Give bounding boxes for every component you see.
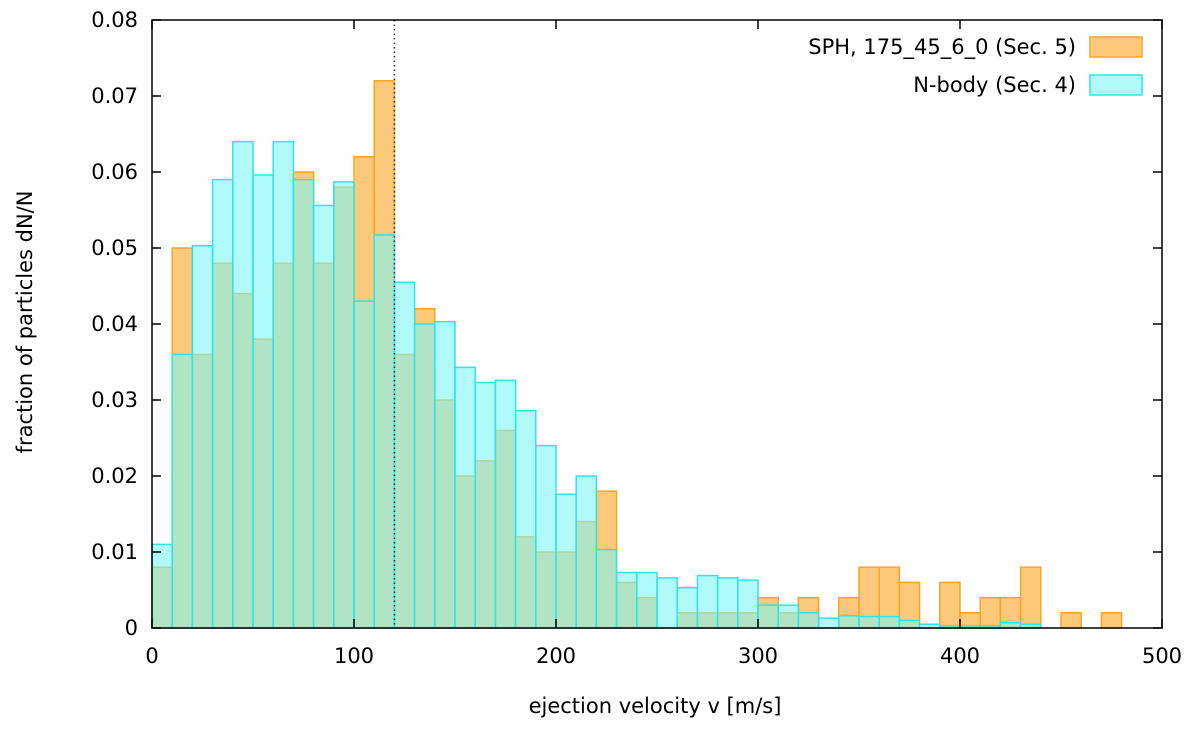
- bar-series-1-bin-37: [898, 619, 921, 629]
- y-tick-label-8: 0.08: [91, 8, 138, 32]
- bar-series-1-bin-27: [696, 574, 719, 629]
- bar-series-1-bin-3: [211, 178, 234, 629]
- bar-series-1-bin-33: [817, 617, 840, 629]
- bar-series-0-bin-41: [979, 596, 1002, 629]
- y-tick-label-5: 0.05: [91, 236, 138, 260]
- bar-series-1-bin-30: [757, 604, 779, 629]
- x-tick-label-2: 200: [536, 644, 576, 668]
- bar-series-1-bin-22: [595, 548, 618, 629]
- bar-series-0-bin-45: [1060, 612, 1082, 629]
- bar-series-1-bin-12: [393, 281, 416, 629]
- y-tick-label-4: 0.04: [91, 312, 138, 336]
- legend: SPH, 175_45_6_0 (Sec. 5) N-body (Sec. 4): [808, 35, 1143, 97]
- bar-series-1-bin-6: [272, 140, 295, 629]
- x-tick-label-3: 300: [738, 644, 778, 668]
- legend-label-0: SPH, 175_45_6_0 (Sec. 5): [808, 35, 1076, 60]
- bar-series-1-bin-29: [737, 579, 759, 629]
- bar-series-1-bin-25: [656, 577, 678, 629]
- bar-series-1-bin-0: [151, 543, 173, 629]
- legend-label-1: N-body (Sec. 4): [913, 73, 1076, 97]
- bar-series-1-bin-2: [191, 244, 214, 629]
- x-tick-label-0: 0: [145, 644, 158, 668]
- y-tick-label-0: 0: [125, 616, 138, 640]
- bar-series-1-bin-24: [636, 571, 658, 629]
- bars-layer: [151, 80, 1123, 629]
- y-tick-label-1: 0.01: [91, 540, 138, 564]
- bar-series-1-bin-1: [171, 353, 194, 629]
- y-tick-label-3: 0.03: [91, 388, 138, 412]
- x-tick-label-1: 100: [334, 644, 374, 668]
- bar-series-1-bin-21: [575, 475, 598, 629]
- bar-series-1-bin-18: [514, 409, 537, 629]
- bar-series-1-bin-34: [838, 615, 860, 629]
- series-1-bars: [151, 140, 1042, 629]
- bar-series-1-bin-36: [878, 615, 901, 629]
- bar-series-0-bin-47: [1100, 612, 1123, 629]
- bar-series-1-bin-32: [797, 612, 820, 629]
- bar-series-1-bin-13: [413, 323, 436, 629]
- bar-series-1-bin-9: [333, 181, 355, 629]
- y-tick-label-6: 0.06: [91, 160, 138, 184]
- x-tick-label-5: 500: [1142, 644, 1182, 668]
- bar-series-1-bin-7: [292, 178, 315, 629]
- ticks-layer: 0 100 200 300 400 500 0 0.01 0.02 0.03 0.04 0.05 0.0…: [91, 8, 1182, 668]
- bar-series-1-bin-10: [353, 300, 375, 629]
- bar-series-1-bin-5: [252, 174, 274, 629]
- bar-series-1-bin-11: [373, 234, 396, 629]
- bar-series-1-bin-19: [535, 444, 557, 629]
- bar-series-1-bin-14: [434, 320, 456, 629]
- x-axis-label: ejection velocity v [m/s]: [529, 694, 782, 718]
- bar-series-1-bin-4: [232, 140, 254, 629]
- y-axis-label: fraction of particles dN/N: [13, 191, 37, 454]
- bar-series-1-bin-35: [858, 615, 880, 629]
- legend-swatch-1: [1089, 74, 1143, 96]
- bar-series-1-bin-42: [999, 621, 1022, 629]
- bar-series-1-bin-23: [615, 571, 638, 629]
- bar-series-1-bin-15: [454, 366, 476, 629]
- y-tick-label-2: 0.02: [91, 464, 138, 488]
- bar-series-1-bin-16: [474, 381, 497, 629]
- bar-series-1-bin-31: [777, 604, 800, 629]
- bar-series-0-bin-43: [1019, 566, 1042, 629]
- legend-swatch-0: [1089, 36, 1143, 58]
- bar-series-1-bin-28: [716, 577, 739, 629]
- bar-series-1-bin-8: [312, 204, 335, 629]
- bar-series-0-bin-39: [939, 581, 961, 629]
- x-tick-label-4: 400: [940, 644, 980, 668]
- bar-series-1-bin-20: [555, 493, 577, 629]
- bar-series-1-bin-26: [676, 586, 699, 629]
- y-tick-label-7: 0.07: [91, 84, 138, 108]
- bar-series-1-bin-17: [494, 379, 517, 629]
